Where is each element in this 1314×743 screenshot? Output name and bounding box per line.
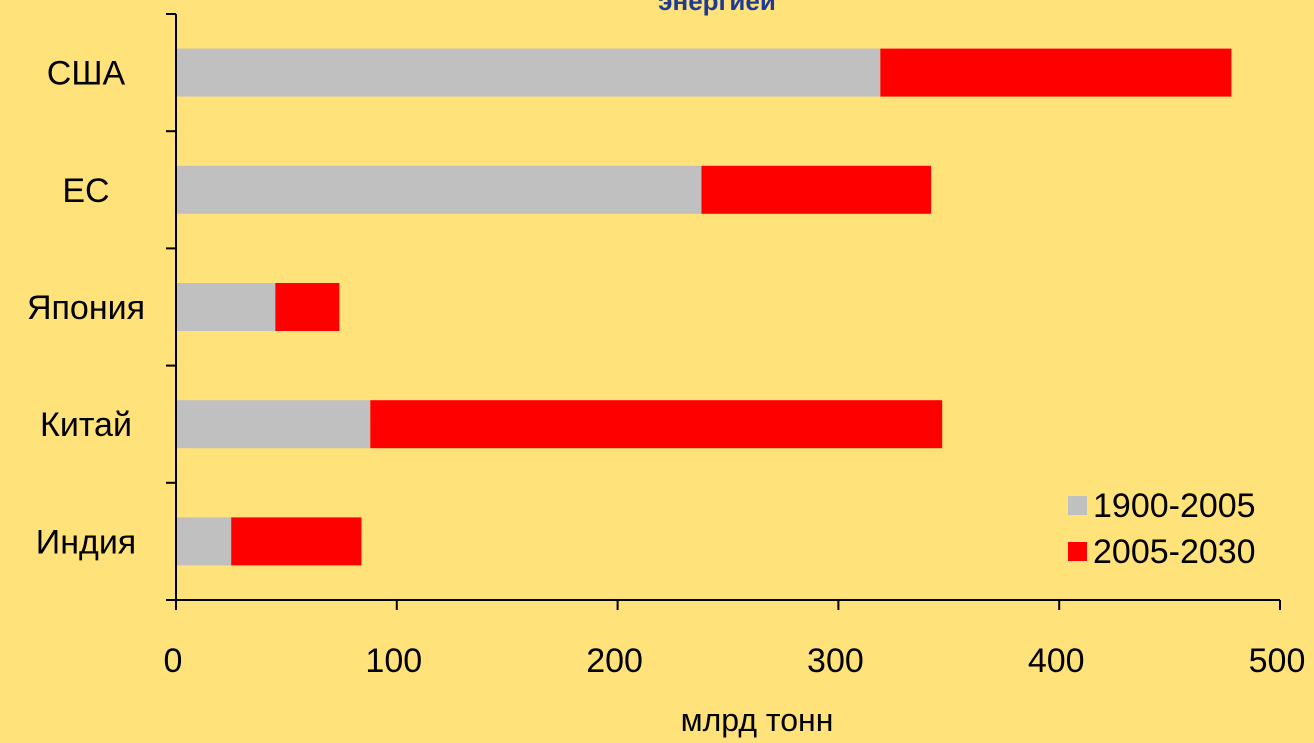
bar-projected-4: [231, 517, 362, 566]
bar-historical-0: [176, 48, 881, 97]
chart-title: энергией: [658, 0, 776, 16]
category-label: ЕС: [62, 172, 109, 210]
legend-swatch: [1068, 496, 1087, 515]
bar-historical-3: [176, 400, 371, 449]
x-axis-title: млрд тонн: [681, 702, 834, 738]
bar-projected-2: [275, 283, 340, 331]
bar-projected-1: [701, 165, 932, 214]
legend-swatch: [1068, 542, 1087, 561]
legend-label: 2005-2030: [1093, 533, 1256, 571]
bar-historical-1: [176, 165, 702, 214]
x-tick-label: 400: [1028, 642, 1085, 680]
x-tick-label: 300: [807, 642, 864, 680]
bar-historical-4: [176, 517, 232, 566]
category-label: Индия: [36, 523, 136, 561]
bar-historical-2: [176, 283, 276, 331]
bars-layer: [176, 48, 1232, 566]
legend: 1900-2005 2005-2030: [1068, 487, 1256, 571]
category-label: Китай: [40, 406, 132, 444]
legend-label: 1900-2005: [1093, 487, 1256, 525]
bar-projected-0: [880, 48, 1232, 97]
x-tick-label: 200: [586, 642, 643, 680]
axes-layer: [166, 13, 1281, 610]
x-tick-label: 100: [365, 642, 422, 680]
bar-projected-3: [370, 400, 943, 449]
x-tick-label: 500: [1249, 642, 1306, 680]
x-tick-label: 0: [164, 642, 183, 680]
category-label: Япония: [27, 289, 145, 327]
labels-layer: США ЕС Япония Китай Индия 0 100 200 300 400 500: [27, 55, 1305, 680]
category-label: США: [47, 55, 126, 93]
